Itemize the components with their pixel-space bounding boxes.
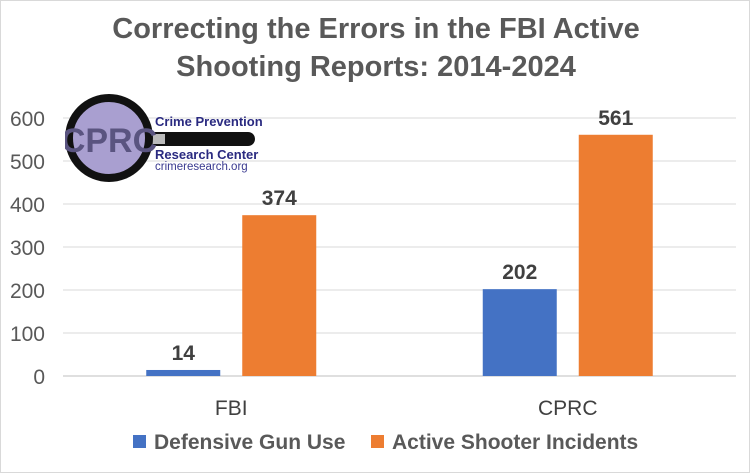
bar-defensive-gun-use <box>482 289 557 376</box>
chart-title-line-2: Shooting Reports: 2014-2024 <box>176 51 576 83</box>
data-label: 561 <box>598 107 633 130</box>
y-tick-label: 200 <box>10 280 45 303</box>
bar-active-shooter-incidents <box>578 134 653 376</box>
data-label: 374 <box>262 187 297 210</box>
legend-label: Active Shooter Incidents <box>392 431 638 454</box>
chart-title-line-1: Correcting the Errors in the FBI Active <box>112 13 640 45</box>
bar-defensive-gun-use <box>146 369 221 376</box>
x-tick-label: CPRC <box>538 397 598 420</box>
legend-label: Defensive Gun Use <box>154 431 345 454</box>
y-tick-label: 400 <box>10 194 45 217</box>
y-tick-label: 500 <box>10 151 45 174</box>
y-tick-label: 600 <box>10 108 45 131</box>
y-tick-label: 300 <box>10 237 45 260</box>
legend-swatch <box>133 435 146 448</box>
bar-active-shooter-incidents <box>242 215 317 376</box>
y-tick-label: 0 <box>33 366 45 389</box>
logo-line-1: Crime Prevention <box>155 114 263 129</box>
logo-mark: CPRC <box>65 122 157 160</box>
data-label: 202 <box>502 261 537 284</box>
magnifying-glass-icon: CPRC <box>65 94 255 182</box>
logo-line-2: Research Center <box>155 147 259 162</box>
data-label: 14 <box>172 342 196 365</box>
legend-swatch <box>371 435 384 448</box>
logo-url: crimeresearch.org <box>155 161 248 173</box>
x-tick-label: FBI <box>215 397 248 420</box>
cprc-logo: CPRC Crime Prevention Research Center cr… <box>65 94 265 186</box>
y-tick-label: 100 <box>10 323 45 346</box>
